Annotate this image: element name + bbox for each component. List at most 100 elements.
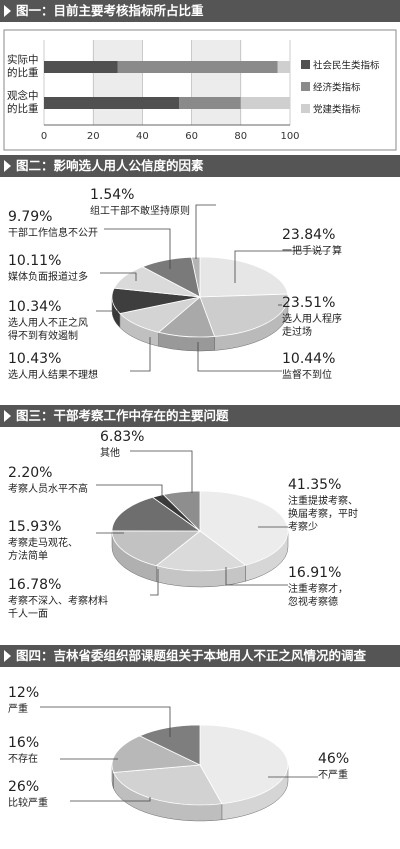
panel-4-header: 图四：吉林省委组织部课题组关于本地用人不正之风情况的调查 [0,645,400,667]
stacked-bar-chart: 0 20 40 60 80 100实际中的比重观念中的比重社会民生类指标经济类指标党建类指… [3,29,397,151]
pie-category-label: 严重 [8,702,28,715]
panel-3-header: 图三：干部考察工作中存在的主要问题 [0,405,400,427]
pie-value-label: 26% [8,779,39,795]
pie-slice [199,256,289,298]
leader-line [104,228,171,269]
bar-segment [44,97,180,109]
pie-category-label: 选人用人不正之风 [8,316,88,329]
category-label-line2: 的比重 [7,66,39,79]
pie-value-label: 15.93% [8,519,61,535]
x-tick-label: 20 [87,131,100,142]
leader-line [234,250,330,283]
pie-category-label: 监督不到位 [282,368,332,381]
category-label-line1: 实际中 [7,53,39,66]
pie-slice [162,490,201,532]
leader-line [225,567,288,586]
legend-swatch [301,60,310,69]
pie-category-label: 得不到有效遏制 [8,329,78,342]
leader-line [197,342,282,372]
legend-label: 经济类指标 [313,82,361,94]
bar-segment [44,61,118,73]
pie-slice [199,490,289,566]
panel-1-title: 图一：目前主要考核指标所占比重 [16,3,204,18]
leader-line [130,450,193,493]
grid-band [191,40,241,125]
leader-line [130,337,151,372]
x-tick-label: 0 [41,131,47,142]
pie-category-label: 考察少 [288,520,318,533]
panel-3-title: 图三：干部考察工作中存在的主要问题 [16,408,229,423]
leader-line [70,797,151,802]
pie-value-label: 9.79% [8,209,52,225]
pie-category-label: 比较严重 [8,796,48,809]
bar-segment [117,61,278,73]
panel-1-header: 图一：目前主要考核指标所占比重 [0,0,400,22]
pie-value-label: 1.54% [90,187,134,203]
leader-line [195,204,216,259]
pie-slice [155,530,247,572]
triangle-icon [4,410,11,422]
pie-value-label: 23.84% [282,227,335,243]
leader-line [96,484,163,503]
pie-category-label: 走过场 [282,325,312,338]
pie-category-label: 考察人员水平不高 [8,482,88,495]
pie-slice [111,496,202,532]
pie-category-label: 不存在 [8,752,38,765]
pie-category-label: 干部工作信息不公开 [8,226,98,239]
pie-category-label: 注重提拔考察、 [288,494,358,507]
category-label-line1: 观念中 [7,89,39,102]
pie-value-label: 10.43% [8,351,61,367]
pie-category-label: 选人用人程序 [282,312,342,325]
pie-value-label: 2.20% [8,465,52,481]
pie-category-label: 考察走马观花、 [8,536,78,549]
pie-slice [112,764,223,806]
pie-value-label: 16.78% [8,577,61,593]
pie-value-label: 46% [318,751,349,767]
pie-category-label: 忽视考察德 [288,595,338,608]
triangle-icon [4,160,11,172]
triangle-icon [4,5,11,17]
category-label-line2: 的比重 [7,102,39,115]
grid-band [93,40,143,125]
pie-category-label: 其他 [100,446,120,459]
x-tick-label: 60 [185,131,198,142]
x-tick-label: 40 [136,131,149,142]
panel-2-header: 图二：影响选人用人公信度的因素 [0,155,400,177]
pie-category-label: 一把手说了算 [282,244,342,257]
legend-swatch [301,82,310,91]
legend-swatch [301,104,310,113]
pie-category-label: 组工干部不敢坚持原则 [90,204,190,217]
legend-label: 党建类指标 [313,104,361,116]
pie-category-label: 媒体负面报道过多 [8,270,88,283]
pie-slice [111,735,202,773]
pie-slice [138,724,201,766]
pie-value-label: 41.35% [288,477,341,493]
pie-category-label: 换届考察，平时 [288,507,358,520]
pie-value-label: 6.83% [100,429,144,445]
triangle-icon [4,650,11,662]
pie-value-label: 12% [8,685,39,701]
leader-line [100,272,137,281]
pie-value-label: 10.34% [8,299,61,315]
pie-slice [199,293,289,337]
pie-value-label: 16.91% [288,565,341,581]
pie-category-label: 考察不深入、考察材料 [8,594,108,607]
x-tick-label: 100 [280,131,299,142]
x-tick-label: 80 [234,131,247,142]
pie-chart-survey: 46%不严重 26%比较严重 16%不存在 12%严重 [8,685,349,822]
bar-segment [240,97,290,109]
panel-4-title: 图四：吉林省委组织部课题组关于本地用人不正之风情况的调查 [16,648,367,663]
pie-slice [199,724,289,805]
pie-value-label: 16% [8,735,39,751]
leader-line [40,706,171,737]
pie-value-label: 10.44% [282,351,335,367]
pie-category-label: 不严重 [318,768,348,781]
leader-line [150,569,159,596]
pie-value-label: 23.51% [282,295,335,311]
panel-2-title: 图二：影响选人用人公信度的因素 [16,158,204,173]
legend-label: 社会民生类指标 [313,60,380,72]
pie-value-label: 10.11% [8,253,61,269]
bar-segment [277,61,290,73]
